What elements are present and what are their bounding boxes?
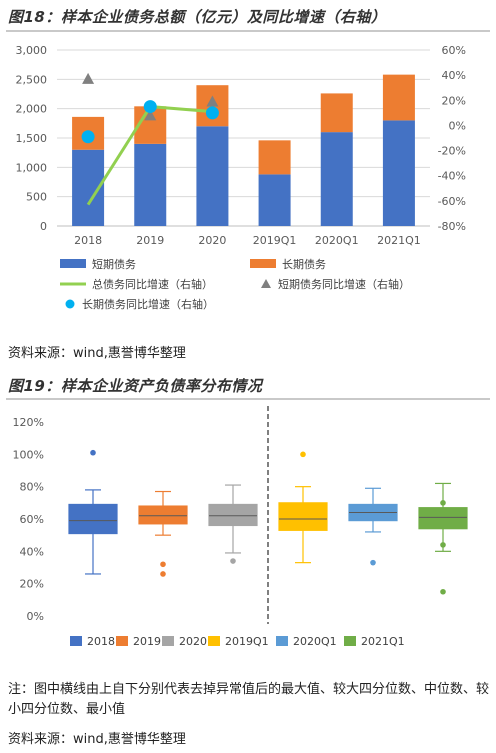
bar-long-debt (320, 93, 353, 133)
outlier-point (160, 571, 166, 577)
marker-short-growth (206, 95, 219, 107)
x-tick-label: 2020 (198, 234, 226, 247)
legend-label: 长期债务同比增速（右轴） (82, 297, 214, 311)
figure19-title: 图19：样本企业资产负债率分布情况 (8, 377, 263, 395)
box-iqr (138, 505, 188, 525)
y-tick: 100% (13, 448, 44, 461)
outlier-point (440, 542, 446, 548)
source-note-1: 资料来源：wind,惠誉博华整理 (8, 346, 186, 361)
y-tick-right: -60% (438, 195, 466, 208)
marker-long-growth (143, 100, 157, 114)
legend-label: 长期债务 (282, 257, 326, 271)
y-tick-left: 0 (40, 220, 47, 233)
bar-short-debt (134, 143, 167, 226)
outlier-point (440, 500, 446, 506)
chart-note: 注：图中横线由上自下分别代表去掉异常值后的最大值、较大四分位数、中位数、较小四分… (8, 682, 490, 717)
title-underline (6, 30, 490, 32)
legend-swatch (70, 636, 82, 646)
y-tick-right: -40% (438, 170, 466, 183)
y-tick-right: -80% (438, 220, 466, 233)
x-tick-label: 2019 (136, 234, 164, 247)
marker-short-growth (82, 72, 95, 84)
legend-label: 短期债务同比增速（右轴） (278, 277, 410, 291)
y-tick-left: 1,500 (16, 132, 48, 145)
y-tick: 120% (13, 416, 44, 429)
bar-long-debt (382, 74, 415, 121)
bar-short-debt (320, 132, 353, 226)
source-note-2: 资料来源：wind,惠誉博华整理 (8, 732, 186, 747)
legend-label: 2018 (87, 635, 115, 648)
y-tick-left: 2,000 (16, 103, 48, 116)
y-tick-left: 500 (26, 191, 47, 204)
legend-swatch (276, 636, 288, 646)
legend-swatch (344, 636, 356, 646)
outlier-point (160, 561, 166, 568)
y-tick-left: 1,000 (16, 161, 48, 174)
x-tick-label: 2018 (74, 234, 102, 247)
legend-swatch (60, 259, 86, 268)
bar-long-debt (258, 140, 291, 175)
figure18-title: 图18：样本企业债务总额（亿元）及同比增速（右轴） (8, 8, 387, 26)
legend-swatch (162, 636, 174, 646)
bar-short-debt (258, 174, 291, 226)
y-tick-left: 3,000 (16, 44, 48, 57)
marker-long-growth (81, 130, 95, 144)
legend-label: 2020Q1 (293, 635, 337, 648)
legend-label: 2020 (179, 635, 207, 648)
bar-short-debt (196, 126, 229, 226)
legend-label: 短期债务 (92, 257, 136, 271)
y-tick-right: 20% (442, 94, 466, 107)
y-tick: 80% (20, 481, 44, 494)
box-iqr (208, 503, 258, 527)
legend-swatch (261, 279, 271, 288)
legend-swatch (116, 636, 128, 646)
box-iqr (278, 502, 328, 531)
title-underline (6, 398, 490, 400)
legend-label: 2019 (133, 635, 161, 648)
box-iqr (418, 507, 468, 530)
y-tick: 40% (20, 545, 44, 558)
legend-label: 2021Q1 (361, 635, 405, 648)
outlier-point (300, 451, 306, 458)
legend-swatch (65, 299, 75, 309)
y-tick-right: 0% (449, 119, 466, 132)
bar-short-debt (382, 120, 415, 226)
y-tick-right: -20% (438, 145, 466, 158)
marker-long-growth (205, 106, 219, 120)
marker-short-growth (144, 109, 157, 121)
debt-chart: 0 500 1,000 1,500 2,000 2,500 3,000 -80% -60% -40… (16, 44, 467, 311)
y-tick-right: 40% (442, 69, 466, 82)
y-tick: 60% (20, 513, 44, 526)
outlier-point (90, 449, 96, 456)
legend-swatch (208, 636, 220, 646)
x-tick-label: 2021Q1 (377, 234, 421, 247)
y-tick: 20% (20, 578, 44, 591)
outlier-point (230, 558, 236, 564)
y-tick-right: 60% (442, 44, 466, 57)
y-tick: 0% (27, 610, 44, 623)
legend-label: 总债务同比增速（右轴） (92, 277, 213, 291)
leverage-boxplot: 0% 20% 40% 60% 80% 100% 120% 2018 2019 2020 2019Q1… (13, 406, 468, 648)
legend-label: 2019Q1 (225, 635, 269, 648)
outlier-point (370, 559, 376, 566)
outlier-point (440, 588, 446, 595)
box-iqr (68, 503, 118, 535)
x-tick-label: 2020Q1 (315, 234, 359, 247)
y-tick-left: 2,500 (16, 73, 48, 86)
legend-swatch (250, 259, 276, 268)
x-tick-label: 2019Q1 (253, 234, 297, 247)
